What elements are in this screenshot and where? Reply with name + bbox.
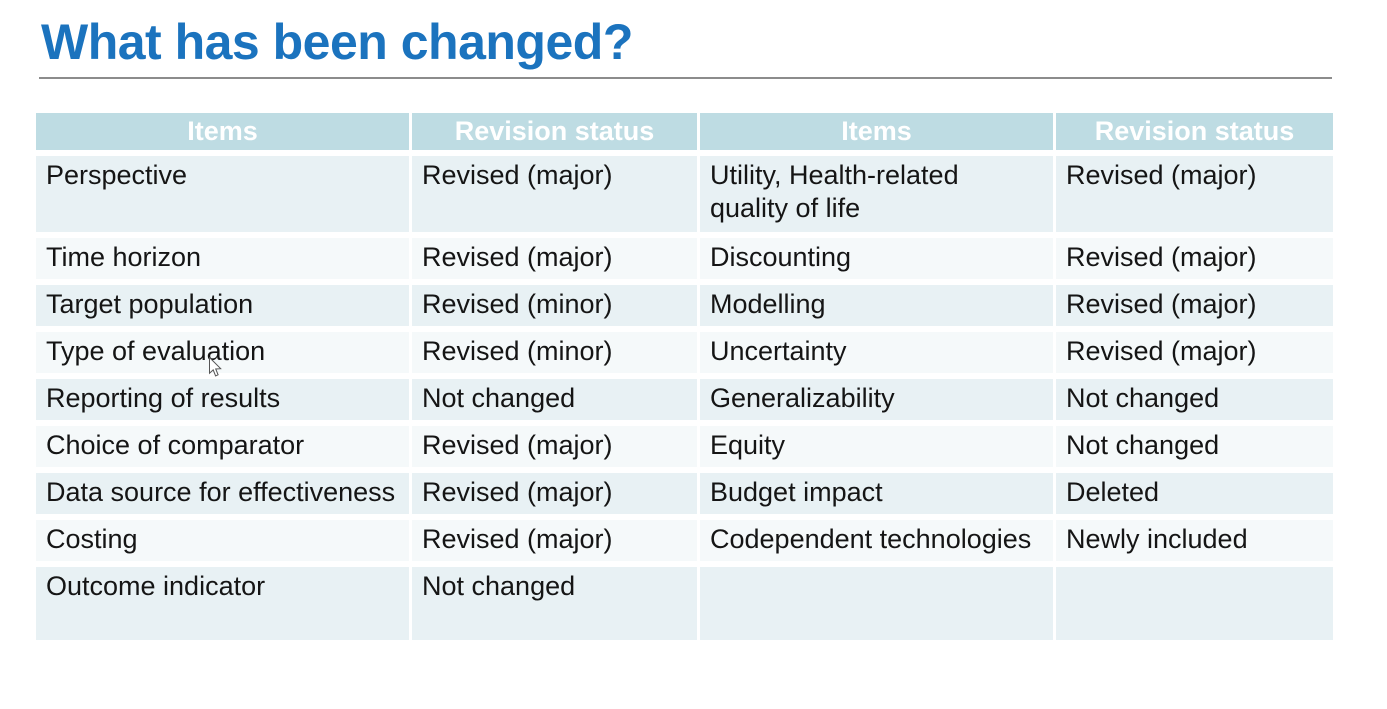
item-cell: Generalizability: [700, 379, 1056, 426]
column-header-items-right: Items: [700, 113, 1056, 156]
status-cell: Revised (major): [412, 238, 700, 285]
header-row: Items Revision status Items Revision sta…: [36, 113, 1333, 156]
status-cell: Not changed: [412, 379, 700, 426]
title-divider: [39, 77, 1332, 79]
table-row: Outcome indicator Not changed: [36, 567, 1333, 646]
table-header: Items Revision status Items Revision sta…: [36, 113, 1333, 156]
item-cell: [700, 567, 1056, 646]
column-header-status-right: Revision status: [1056, 113, 1333, 156]
table-row: Type of evaluation Revised (minor) Uncer…: [36, 332, 1333, 379]
status-cell: Deleted: [1056, 473, 1333, 520]
table-row: Time horizon Revised (major) Discounting…: [36, 238, 1333, 285]
item-cell: Utility, Health-related quality of life: [700, 156, 1056, 238]
item-cell: Type of evaluation: [36, 332, 412, 379]
item-cell: Uncertainty: [700, 332, 1056, 379]
table-row: Data source for effectiveness Revised (m…: [36, 473, 1333, 520]
item-cell: Codependent technologies: [700, 520, 1056, 567]
status-cell: Newly included: [1056, 520, 1333, 567]
item-cell: Data source for effectiveness: [36, 473, 412, 520]
status-cell: Revised (major): [412, 156, 700, 238]
status-cell: Revised (major): [1056, 285, 1333, 332]
item-cell: Modelling: [700, 285, 1056, 332]
status-cell: Not changed: [1056, 426, 1333, 473]
item-cell: Discounting: [700, 238, 1056, 285]
status-cell: Not changed: [412, 567, 700, 646]
item-cell: Time horizon: [36, 238, 412, 285]
table-row: Costing Revised (major) Codependent tech…: [36, 520, 1333, 567]
item-cell: Target population: [36, 285, 412, 332]
status-cell: Revised (major): [1056, 238, 1333, 285]
table-row: Reporting of results Not changed General…: [36, 379, 1333, 426]
table-row: Target population Revised (minor) Modell…: [36, 285, 1333, 332]
status-cell: Revised (major): [1056, 332, 1333, 379]
table-row: Choice of comparator Revised (major) Equ…: [36, 426, 1333, 473]
status-cell: Revised (minor): [412, 285, 700, 332]
column-header-status-left: Revision status: [412, 113, 700, 156]
status-cell: Revised (major): [1056, 156, 1333, 238]
column-header-items-left: Items: [36, 113, 412, 156]
item-cell: Choice of comparator: [36, 426, 412, 473]
status-cell: [1056, 567, 1333, 646]
status-cell: Not changed: [1056, 379, 1333, 426]
status-cell: Revised (major): [412, 473, 700, 520]
item-cell: Costing: [36, 520, 412, 567]
item-cell: Budget impact: [700, 473, 1056, 520]
item-cell: Reporting of results: [36, 379, 412, 426]
page-title: What has been changed?: [41, 14, 633, 70]
item-cell: Equity: [700, 426, 1056, 473]
item-cell: Perspective: [36, 156, 412, 238]
status-cell: Revised (major): [412, 426, 700, 473]
status-cell: Revised (major): [412, 520, 700, 567]
revision-status-table: Items Revision status Items Revision sta…: [36, 113, 1333, 646]
status-cell: Revised (minor): [412, 332, 700, 379]
item-cell: Outcome indicator: [36, 567, 412, 646]
table-row: Perspective Revised (major) Utility, Hea…: [36, 156, 1333, 238]
